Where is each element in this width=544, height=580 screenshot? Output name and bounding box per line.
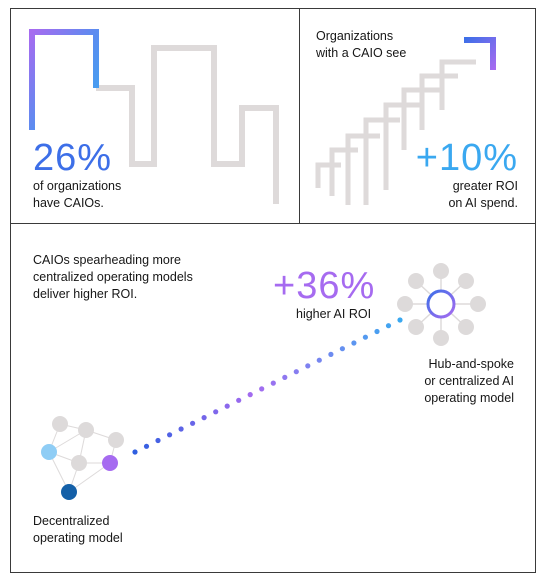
caio-roi-caption-2: on AI spend. <box>448 196 518 210</box>
staircase-graphic <box>315 59 476 205</box>
connector-dot <box>213 409 219 415</box>
connector-dot <box>385 323 392 329</box>
hub-spoke-graphic <box>397 263 486 346</box>
connector-dot <box>282 374 288 380</box>
caio-share-stat: 26% <box>33 137 113 179</box>
connector-dot <box>270 380 276 386</box>
skyline-graphic <box>29 29 279 204</box>
models-roi-caption: higher AI ROI <box>296 307 372 321</box>
connector-dot <box>351 340 357 346</box>
connector-dot <box>201 415 207 421</box>
connector-dot <box>143 443 150 449</box>
connector-dot <box>397 317 403 323</box>
connector-dot <box>259 386 265 392</box>
caio-roi-intro-1: Organizations <box>316 29 394 43</box>
connector-dot <box>374 328 380 335</box>
connector-dot <box>305 363 311 369</box>
connector-dot <box>339 346 345 352</box>
connector-dot <box>362 334 368 340</box>
caio-share-caption-1: of organizations <box>33 179 122 193</box>
caio-roi-caption-1: greater ROI <box>452 179 518 193</box>
connector-dot <box>155 437 161 444</box>
hub-label-1: Hub-and-spoke <box>428 357 514 371</box>
connector-dot <box>132 449 138 455</box>
caio-share-caption-2: have CAIOs. <box>33 196 104 210</box>
connector-dot <box>293 369 299 375</box>
connector-dot <box>190 420 196 426</box>
connector-dot <box>178 426 184 432</box>
decentral-label-1: Decentralized <box>33 514 110 528</box>
hub-label-2: or centralized AI <box>424 374 514 388</box>
models-roi-stat: +36% <box>273 265 376 307</box>
corner-accent-icon <box>464 37 496 70</box>
connector-dot <box>167 432 173 438</box>
connector-dot <box>224 403 230 409</box>
dotted-connector <box>132 317 403 455</box>
models-intro-3: deliver higher ROI. <box>33 287 138 301</box>
connector-dot <box>247 392 253 398</box>
models-intro-1: CAIOs spearheading more <box>33 253 181 267</box>
connector-dot <box>236 397 242 403</box>
caio-roi-intro-2: with a CAIO see <box>316 46 407 60</box>
connector-dot <box>316 357 322 363</box>
decentralized-network-graphic <box>41 416 124 500</box>
panel-operating-models <box>10 223 536 573</box>
caio-roi-stat: +10% <box>415 137 518 179</box>
hub-label-3: operating model <box>424 391 514 405</box>
models-intro-2: centralized operating models <box>33 270 193 284</box>
decentral-label-2: operating model <box>33 531 123 545</box>
connector-dot <box>328 351 334 357</box>
